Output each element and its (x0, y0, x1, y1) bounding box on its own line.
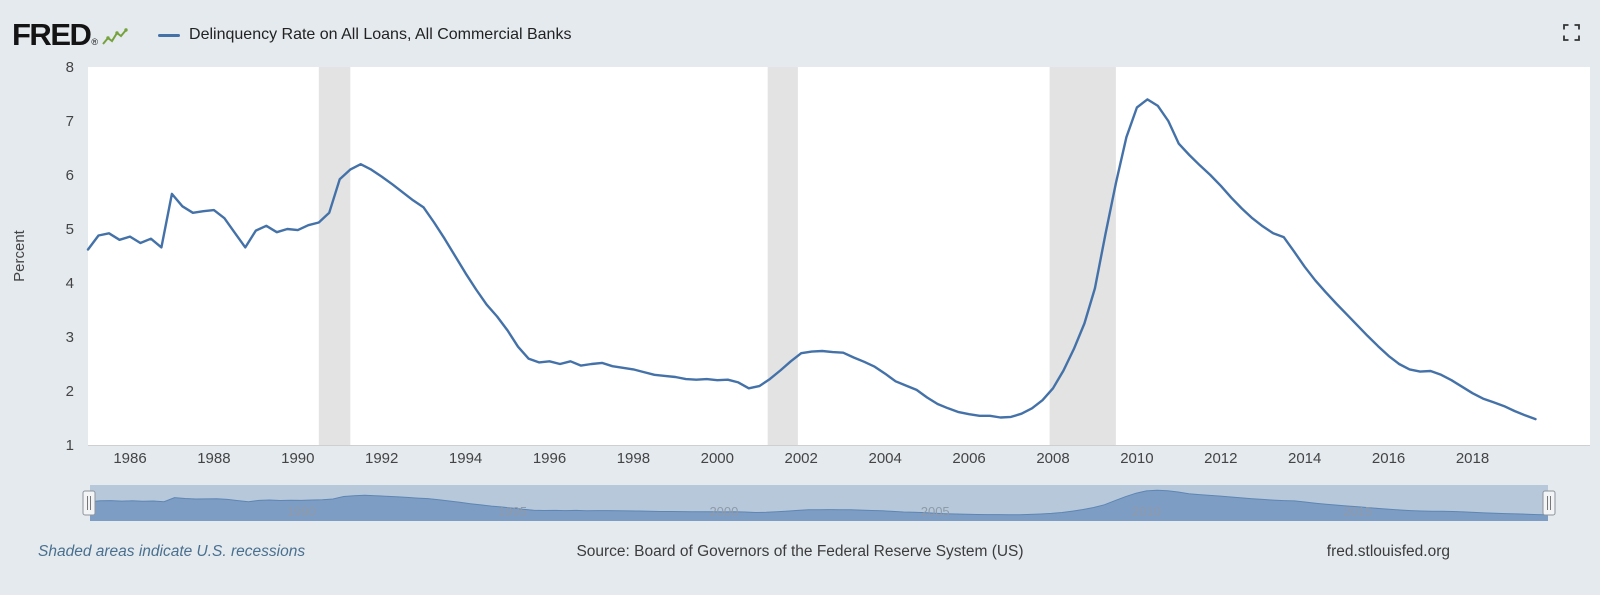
fred-site-link[interactable]: fred.stlouisfed.org (1326, 543, 1450, 560)
slider-tick-label: 1995 (498, 504, 527, 519)
slider-tick-label: 1990 (287, 504, 316, 519)
fred-logo-text: FRED (12, 16, 92, 52)
slider-tick-label: 2015 (1343, 504, 1372, 519)
slider-tick-label: 2005 (921, 504, 950, 519)
y-tick-label: 6 (66, 167, 74, 184)
x-tick-label: 2010 (1120, 450, 1153, 467)
slider-tick-label: 2000 (709, 504, 738, 519)
range-slider: 1990 1995 2000 2005 2010 2015 (82, 485, 1556, 521)
x-tick-label: 1996 (533, 450, 566, 467)
y-tick-label: 7 (66, 113, 74, 130)
x-tick-label: 2018 (1456, 450, 1489, 467)
slider-handle-right[interactable] (1542, 490, 1556, 516)
recession-band (767, 67, 798, 445)
y-tick-label: 1 (66, 437, 74, 454)
slider-area-outline (89, 489, 1549, 516)
registered-mark: ® (91, 37, 99, 48)
x-tick-label: 2000 (701, 450, 734, 467)
slider-area-series (90, 490, 1548, 521)
x-tick-label: 1990 (281, 450, 314, 467)
x-tick-label: 2002 (785, 450, 818, 467)
recessions-note-link[interactable]: Shaded areas indicate U.S. recessions (38, 543, 306, 560)
x-tick-label: 1998 (617, 450, 650, 467)
x-tick-label: 2014 (1288, 450, 1321, 467)
slider-tick-label: 2010 (1132, 504, 1161, 519)
legend-line-swatch (158, 33, 181, 37)
chart-header: FRED ® Delinquency Rate on All Loans, Al… (0, 0, 1600, 58)
fullscreen-button[interactable] (1559, 20, 1584, 50)
x-tick-label: 1986 (113, 450, 146, 467)
x-tick-label: 2006 (952, 450, 985, 467)
y-tick-label: 5 (66, 221, 74, 238)
x-tick-label: 2004 (869, 450, 902, 467)
x-tick-label: 2016 (1372, 450, 1405, 467)
x-tick-label: 2008 (1036, 450, 1069, 467)
recession-band (318, 67, 351, 445)
y-axis-title: Percent (11, 229, 28, 282)
fred-logo[interactable]: FRED ® (12, 16, 128, 52)
series-legend: Delinquency Rate on All Loans, All Comme… (158, 26, 571, 44)
series-line (86, 98, 1537, 421)
slider-handle-left[interactable] (82, 490, 96, 516)
y-tick-label: 2 (66, 383, 74, 400)
recession-band (1049, 67, 1116, 445)
x-tick-label: 2012 (1204, 450, 1237, 467)
legend-label: Delinquency Rate on All Loans, All Comme… (189, 26, 572, 43)
main-chart: Percent 1 2 3 4 5 6 7 8 1986 1988 1990 1992 1994 1996… (11, 59, 1590, 467)
source-text: Source: Board of Governors of the Federa… (576, 543, 1024, 560)
x-tick-label: 1988 (197, 450, 230, 467)
plot-area[interactable] (88, 67, 1590, 445)
fred-logo-chart-icon (102, 28, 128, 45)
x-tick-label: 1992 (365, 450, 398, 467)
x-tick-label: 1994 (449, 450, 482, 467)
fullscreen-icon (1563, 24, 1580, 41)
y-tick-label: 3 (66, 329, 74, 346)
y-tick-label: 4 (66, 275, 74, 292)
footer: Shaded areas indicate U.S. recessions So… (0, 538, 1600, 566)
y-tick-label: 8 (66, 59, 74, 76)
